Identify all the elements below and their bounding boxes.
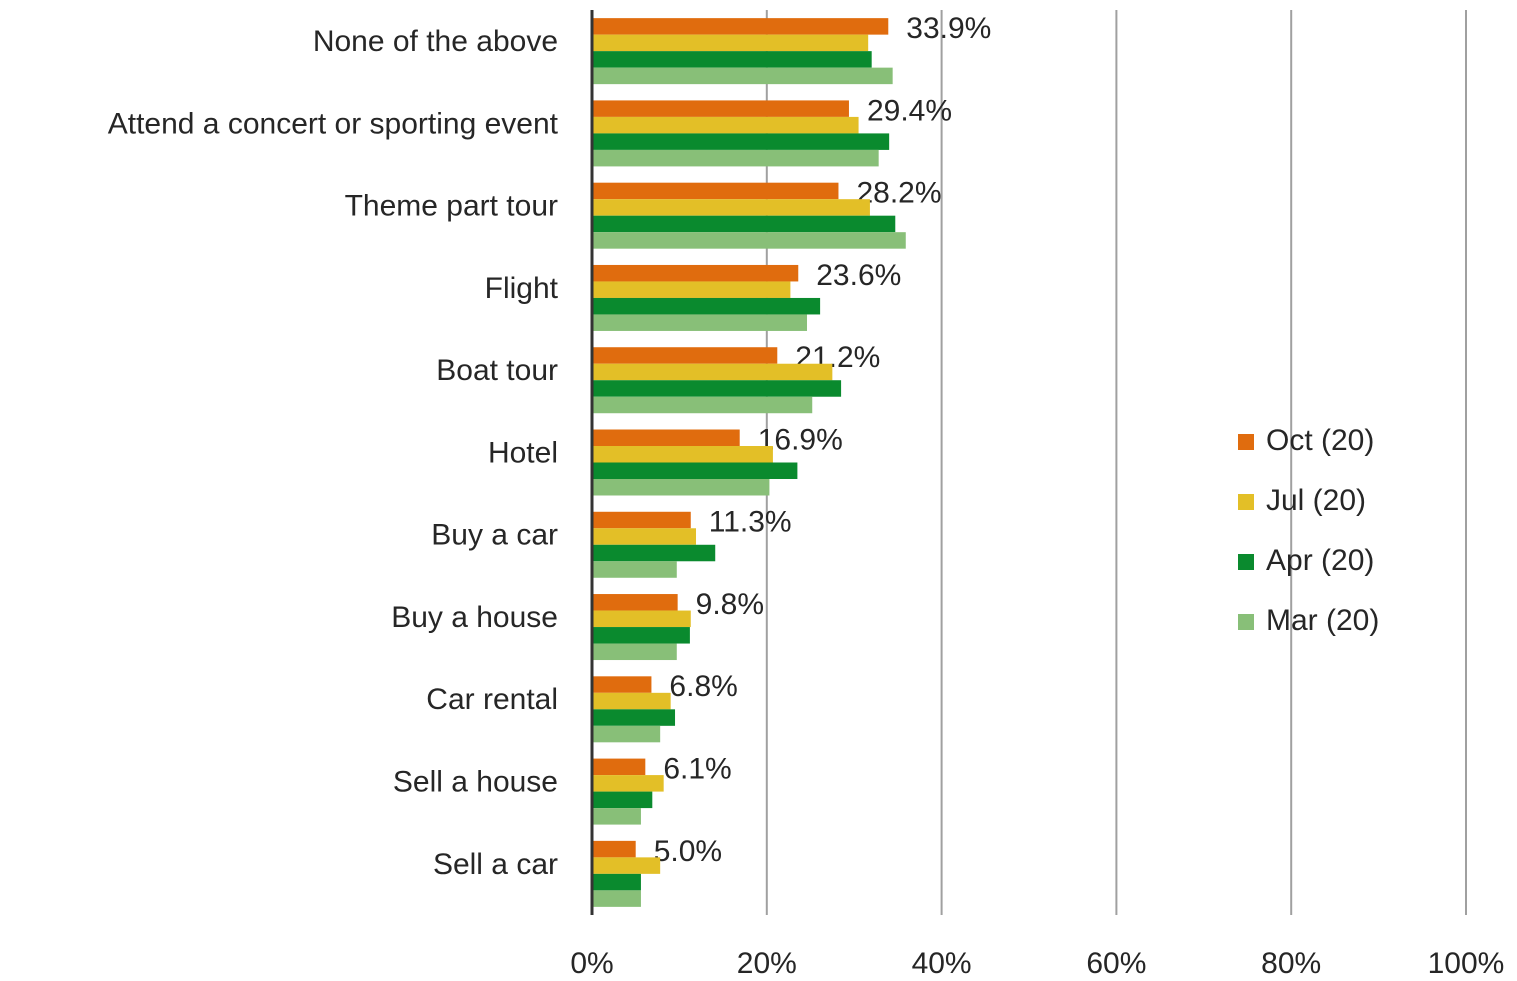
legend-swatch	[1238, 494, 1254, 510]
data-label: 6.1%	[663, 753, 731, 786]
x-tick-label: 60%	[1086, 947, 1146, 980]
bar	[592, 791, 653, 809]
data-label: 11.3%	[709, 506, 792, 539]
x-tick-label: 100%	[1428, 947, 1505, 980]
y-tick-label: Boat tour	[436, 354, 558, 387]
bar	[592, 347, 778, 364]
bar	[592, 116, 859, 134]
y-tick-label: None of the above	[313, 25, 558, 58]
data-label: 29.4%	[867, 94, 952, 127]
y-tick-label: Sell a car	[433, 848, 558, 881]
bar	[592, 18, 889, 35]
bar	[592, 314, 808, 331]
bar	[592, 610, 691, 628]
y-tick-label: Car rental	[426, 683, 558, 716]
bar	[592, 182, 839, 200]
data-label: 33.9%	[906, 12, 991, 45]
bar	[592, 758, 646, 776]
bar	[592, 627, 690, 644]
bar	[592, 775, 664, 792]
bar	[592, 297, 821, 315]
bar	[592, 462, 798, 479]
bar	[592, 281, 791, 298]
bar	[592, 511, 691, 529]
x-tick-label: 20%	[737, 947, 797, 980]
y-tick-label: Sell a house	[393, 766, 558, 799]
bar	[592, 808, 641, 825]
bar	[592, 34, 869, 52]
bar	[592, 232, 906, 249]
bar	[592, 396, 813, 414]
bar	[592, 561, 677, 578]
bar	[592, 709, 676, 726]
bar	[592, 544, 716, 562]
x-tick-label: 80%	[1261, 947, 1321, 980]
legend-label: Oct (20)	[1266, 424, 1374, 457]
legend-swatch	[1238, 434, 1254, 450]
legend-label: Mar (20)	[1266, 604, 1379, 637]
bar	[592, 133, 890, 150]
bar	[592, 528, 697, 545]
y-tick-label: Attend a concert or sporting event	[108, 107, 559, 140]
data-label: 23.6%	[816, 259, 901, 292]
bar	[592, 199, 870, 216]
bar	[592, 380, 842, 397]
bar	[592, 429, 740, 446]
bar	[592, 692, 671, 710]
bar	[592, 857, 661, 874]
bar	[592, 363, 833, 381]
data-label: 28.2%	[856, 177, 941, 210]
y-tick-label: Theme part tour	[345, 190, 558, 223]
legend-swatch	[1238, 554, 1254, 570]
bar	[592, 149, 879, 167]
y-tick-label: Hotel	[488, 436, 558, 469]
bar	[592, 446, 773, 463]
legend-label: Jul (20)	[1266, 484, 1366, 517]
bar	[592, 51, 872, 68]
bar	[592, 479, 770, 496]
bar	[592, 725, 661, 743]
y-tick-label: Flight	[485, 272, 559, 305]
y-tick-label: Buy a car	[431, 519, 558, 552]
data-label: 5.0%	[654, 835, 722, 868]
legend-label: Apr (20)	[1266, 544, 1374, 577]
x-tick-label: 40%	[912, 947, 972, 980]
bar	[592, 873, 641, 891]
bar	[592, 100, 849, 117]
x-tick-label: 0%	[570, 947, 613, 980]
y-tick-label: Buy a house	[391, 601, 558, 634]
bar	[592, 676, 652, 693]
data-label: 6.8%	[669, 670, 737, 703]
bar	[592, 67, 893, 85]
bar	[592, 840, 636, 858]
bar	[592, 890, 641, 907]
bar	[592, 264, 799, 282]
legend-swatch	[1238, 614, 1254, 630]
bar	[592, 594, 678, 611]
bar	[592, 643, 677, 661]
data-label: 9.8%	[696, 588, 764, 621]
bar	[592, 215, 896, 233]
